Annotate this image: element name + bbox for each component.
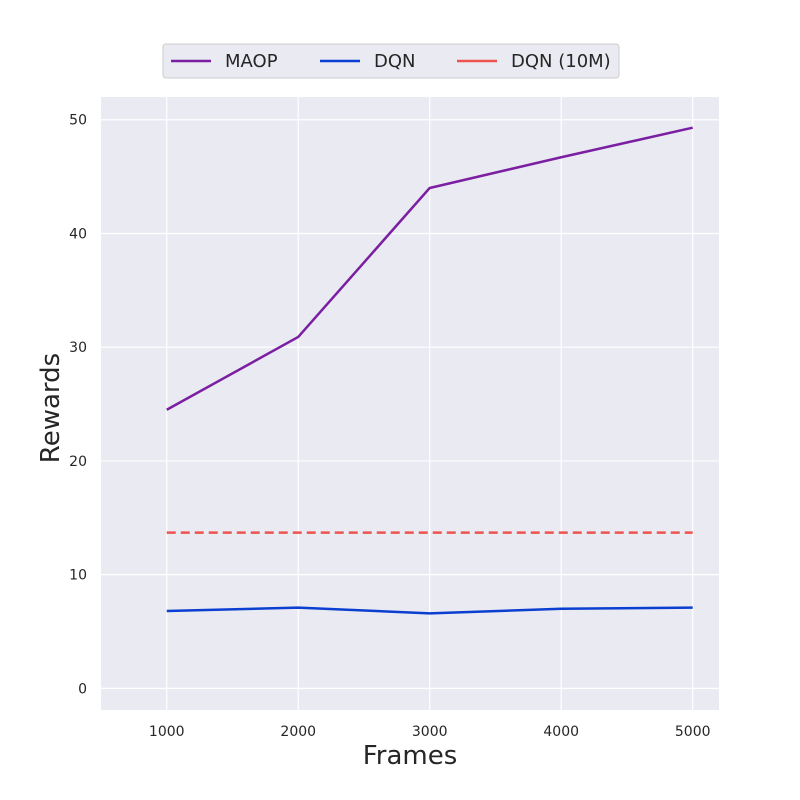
series-lines bbox=[166, 126, 693, 615]
legend-box bbox=[162, 43, 620, 79]
legend-label: MAOP bbox=[225, 51, 278, 72]
x-tick-label: 4000 bbox=[543, 724, 579, 740]
y-tick-label: 0 bbox=[78, 681, 87, 697]
x-axis-label: Frames bbox=[363, 741, 458, 771]
x-tick-label: 5000 bbox=[675, 724, 711, 740]
x-tick-label: 2000 bbox=[280, 724, 316, 740]
y-tick-labels: 0 10 20 30 40 50 bbox=[69, 113, 87, 698]
series-line-dqn bbox=[166, 606, 693, 615]
y-tick-label: 30 bbox=[69, 340, 87, 356]
x-tick-labels: 1000 2000 3000 4000 5000 bbox=[149, 724, 711, 740]
legend-label: DQN bbox=[374, 51, 416, 72]
legend: MAOP DQN DQN (10M) bbox=[162, 43, 620, 79]
legend-label: DQN (10M) bbox=[511, 51, 611, 72]
y-tick-label: 40 bbox=[69, 226, 87, 242]
x-tick-label: 1000 bbox=[149, 724, 185, 740]
grid-lines bbox=[101, 97, 719, 710]
y-tick-label: 10 bbox=[69, 568, 87, 584]
y-tick-label: 50 bbox=[69, 113, 87, 129]
y-tick-label: 20 bbox=[69, 454, 87, 470]
y-axis-label: Rewards bbox=[36, 353, 66, 463]
x-tick-label: 3000 bbox=[412, 724, 448, 740]
series-line-maop bbox=[166, 126, 693, 411]
plot-background bbox=[101, 97, 719, 710]
